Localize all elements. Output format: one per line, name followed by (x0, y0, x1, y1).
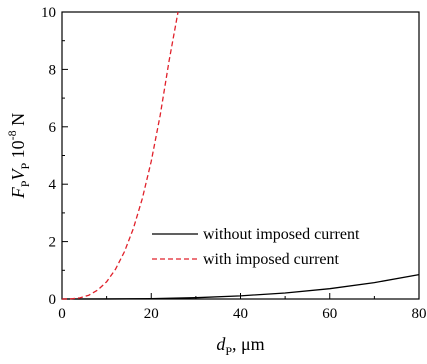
y-tick-label: 0 (49, 292, 57, 308)
x-tick-label: 0 (58, 306, 66, 322)
legend-label: with imposed current (203, 251, 340, 268)
y-tick-label: 10 (41, 5, 56, 21)
axis-ticks: 0 20 40 60 80 0 2 4 6 8 10 (41, 5, 427, 322)
series-line-with-current (61, 11, 179, 300)
series-layer (61, 11, 420, 300)
x-axis-label: dP, μm (216, 334, 264, 358)
y-tick-label: 4 (49, 177, 57, 193)
legend-label: without imposed current (203, 226, 360, 243)
y-axis-label: FPVP 10-8 N (5, 113, 32, 199)
x-tick-label: 80 (412, 306, 427, 322)
y-tick-label: 6 (49, 120, 57, 136)
y-tick-label: 2 (49, 235, 57, 251)
x-tick-label: 60 (322, 306, 337, 322)
y-tick-label: 8 (49, 62, 57, 78)
x-tick-label: 40 (233, 306, 248, 322)
legend: without imposed current with imposed curr… (152, 226, 360, 268)
x-tick-label: 20 (144, 306, 159, 322)
series-line-without-current (61, 273, 420, 300)
